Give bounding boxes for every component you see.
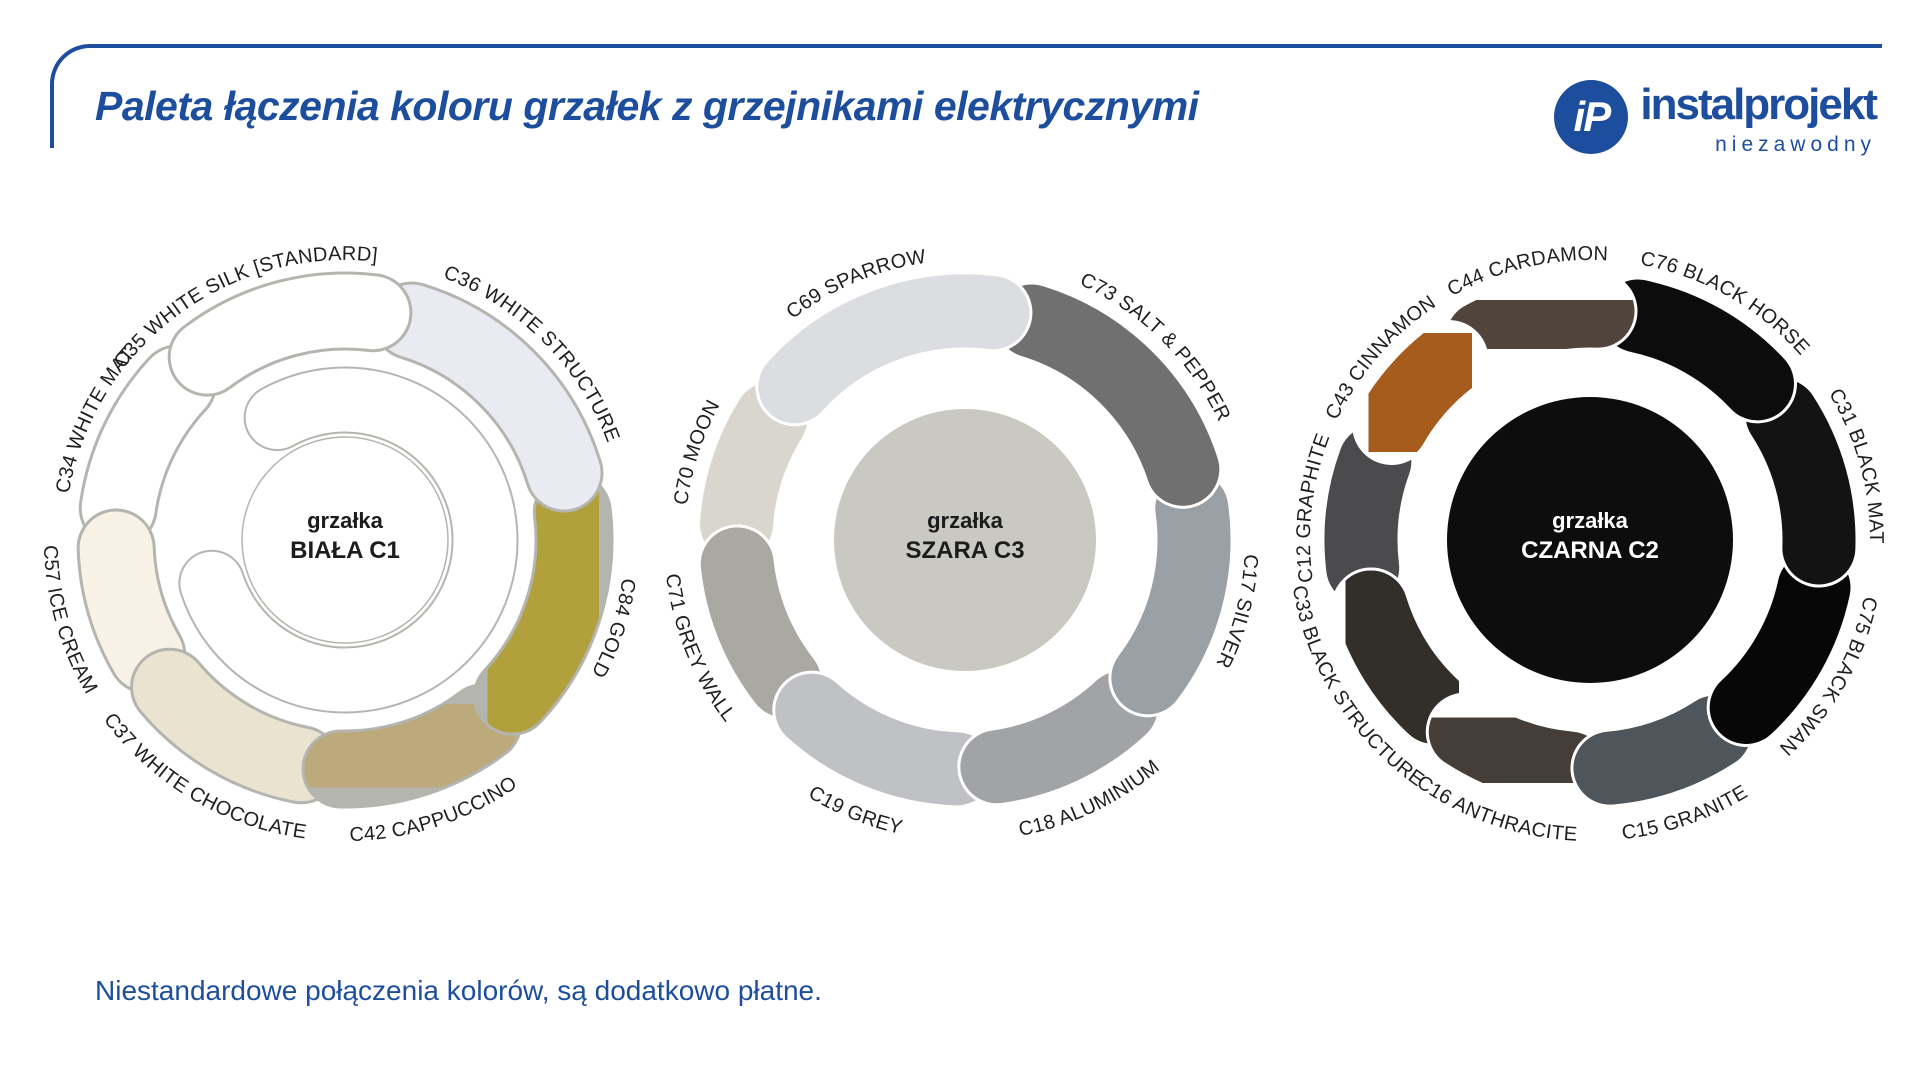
segment-C71 <box>700 527 822 718</box>
footer-note: Niestandardowe połączenia kolorów, są do… <box>95 975 822 1006</box>
center-label-line2: SZARA C3 <box>905 537 1024 564</box>
segment-C84 <box>475 475 611 733</box>
segment-C43 <box>1355 323 1486 462</box>
segment-C37 <box>133 650 338 802</box>
center-label-line1: grzałka <box>1552 508 1629 533</box>
segment-C31 <box>1745 378 1856 585</box>
segment-C69 <box>758 274 1030 424</box>
segment-C36 <box>375 284 601 510</box>
segment-C70 <box>700 382 808 561</box>
center-label-line1: grzałka <box>927 508 1004 533</box>
logo-monogram-icon: iP <box>1554 80 1629 154</box>
inner-ring <box>180 368 517 712</box>
center-disc-czarna <box>1447 397 1733 683</box>
segment-C19 <box>775 673 994 806</box>
segment-C76 <box>1601 279 1794 421</box>
logo-wordmark: instalprojekt <box>1640 80 1878 129</box>
page-title: Paleta łączenia koloru grzałek z grzejni… <box>95 83 1199 129</box>
segment-C16 <box>1428 695 1607 805</box>
segment-C34 <box>81 347 215 545</box>
logo-texts: instalprojekt niezawodny <box>1640 80 1878 157</box>
center-disc-szara <box>834 409 1096 671</box>
instalprojekt-logo: iP instalprojekt niezawodny <box>1554 80 1878 157</box>
segment-C75 <box>1709 551 1851 744</box>
segment-C42 <box>304 686 520 806</box>
segment-C35 <box>170 274 410 394</box>
center-label-line2: BIAŁA C1 <box>290 537 400 564</box>
logo-tagline: niezawodny <box>1715 132 1876 156</box>
segment-C15 <box>1573 695 1752 805</box>
segment-C44 <box>1445 274 1635 375</box>
segment-C12 <box>1324 425 1412 605</box>
center-disc-biala <box>241 436 449 644</box>
segment-C73 <box>995 284 1220 506</box>
segment-C57 <box>79 511 184 691</box>
segment-C18 <box>960 670 1158 804</box>
segment-C17 <box>1111 471 1231 715</box>
segment-C33 <box>1334 570 1471 744</box>
center-label-line2: CZARNA C2 <box>1521 537 1659 564</box>
center-label-line1: grzałka <box>307 508 384 533</box>
